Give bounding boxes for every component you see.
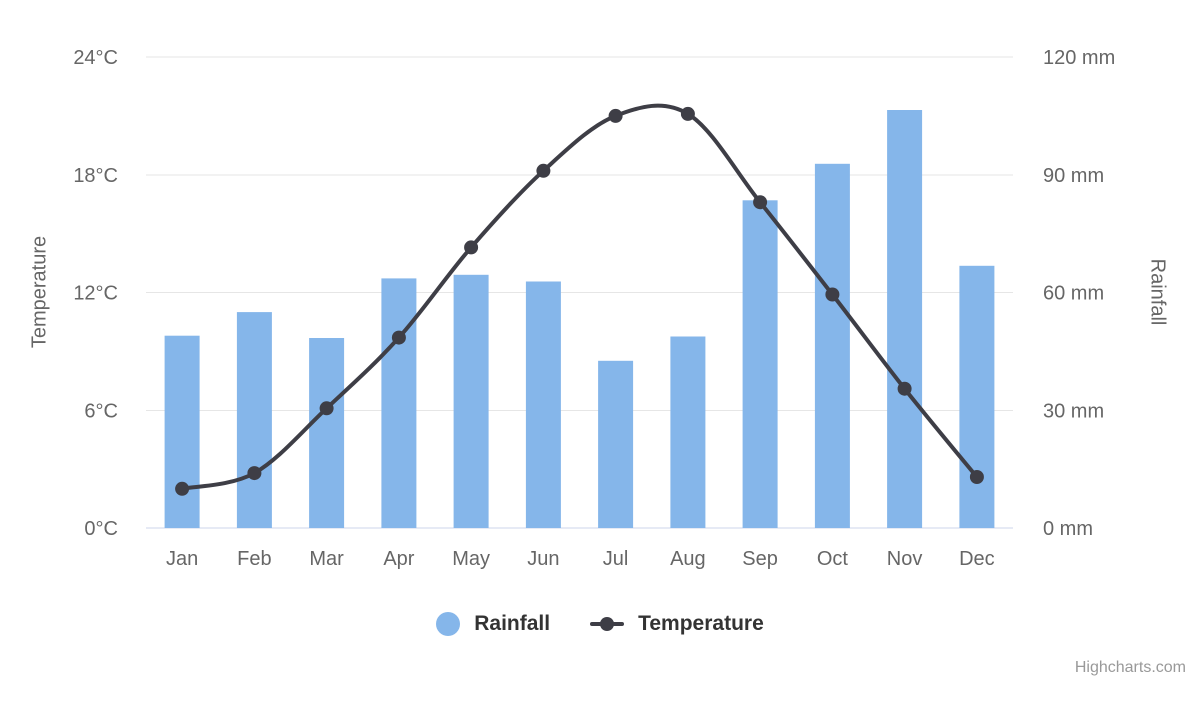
y-axis-right-tick-label: 0 mm	[1043, 518, 1093, 540]
rainfall-bar-jul[interactable]	[598, 360, 634, 528]
temperature-point-nov[interactable]	[897, 381, 912, 396]
y-axis-left-tick-label: 0°C	[84, 518, 118, 540]
legend-temperature-line-icon	[590, 617, 625, 631]
y-axis-right-tick-label: 30 mm	[1043, 400, 1104, 422]
temperature-point-may[interactable]	[464, 240, 479, 255]
rainfall-bar-jan[interactable]	[164, 335, 200, 528]
legend-temperature-label: Temperature	[638, 612, 764, 635]
temperature-point-jan[interactable]	[175, 481, 190, 496]
legend-item-temperature[interactable]: Temperature	[590, 612, 764, 636]
y-axis-right-tick-label: 60 mm	[1043, 283, 1104, 305]
rainfall-bar-nov[interactable]	[887, 110, 923, 528]
rainfall-bar-feb[interactable]	[236, 312, 272, 528]
legend: Rainfall Temperature	[0, 610, 1200, 638]
credits-link[interactable]: Highcharts.com	[1074, 659, 1186, 676]
temperature-point-apr[interactable]	[391, 330, 406, 345]
x-axis-label-sep: Sep	[742, 548, 778, 570]
legend-rainfall-swatch-icon	[436, 612, 461, 636]
x-axis-label-dec: Dec	[959, 548, 995, 570]
temperature-point-aug[interactable]	[680, 106, 695, 121]
y-axis-right-tick-label: 120 mm	[1043, 47, 1115, 69]
legend-temperature-dot-icon	[600, 617, 615, 631]
temperature-point-oct[interactable]	[825, 287, 840, 302]
x-axis-label-apr: Apr	[383, 548, 414, 570]
legend-rainfall-label: Rainfall	[474, 612, 551, 635]
y-axis-left-title: Temperature	[28, 235, 51, 349]
x-axis-label-feb: Feb	[237, 548, 271, 570]
x-axis-label-may: May	[452, 548, 490, 570]
temperature-point-jun[interactable]	[536, 163, 551, 178]
y-axis-left-tick-label: 18°C	[73, 165, 118, 187]
rainfall-bar-aug[interactable]	[670, 336, 706, 529]
x-axis-label-nov: Nov	[887, 548, 923, 570]
temperature-point-dec[interactable]	[969, 470, 984, 484]
rainfall-bar-may[interactable]	[453, 274, 489, 528]
x-axis-label-jun: Jun	[527, 548, 559, 570]
rainfall-bar-jun[interactable]	[525, 281, 561, 529]
y-axis-right-title: Rainfall	[1146, 258, 1169, 326]
x-axis-label-jan: Jan	[166, 548, 198, 570]
temperature-point-mar[interactable]	[319, 401, 334, 416]
rainfall-bar-sep[interactable]	[742, 200, 778, 529]
y-axis-left-tick-label: 6°C	[84, 400, 118, 422]
y-axis-right-tick-label: 90 mm	[1043, 165, 1104, 187]
temperature-point-sep[interactable]	[753, 195, 768, 210]
x-axis-label-oct: Oct	[817, 548, 849, 570]
y-axis-left-tick-label: 24°C	[73, 47, 118, 69]
rainfall-bar-apr[interactable]	[381, 278, 417, 528]
temperature-point-jul[interactable]	[608, 108, 623, 123]
rainfall-bar-mar[interactable]	[309, 338, 345, 528]
rainfall-bar-dec[interactable]	[959, 265, 995, 528]
temperature-point-feb[interactable]	[247, 466, 262, 481]
x-axis-label-aug: Aug	[670, 548, 706, 570]
y-axis-left-tick-label: 12°C	[73, 283, 118, 305]
legend-item-rainfall[interactable]: Rainfall	[436, 612, 550, 636]
x-axis-label-mar: Mar	[309, 548, 344, 570]
x-axis-label-jul: Jul	[603, 548, 629, 570]
rainfall-bar-oct[interactable]	[814, 163, 850, 529]
temperature-line	[180, 103, 979, 491]
